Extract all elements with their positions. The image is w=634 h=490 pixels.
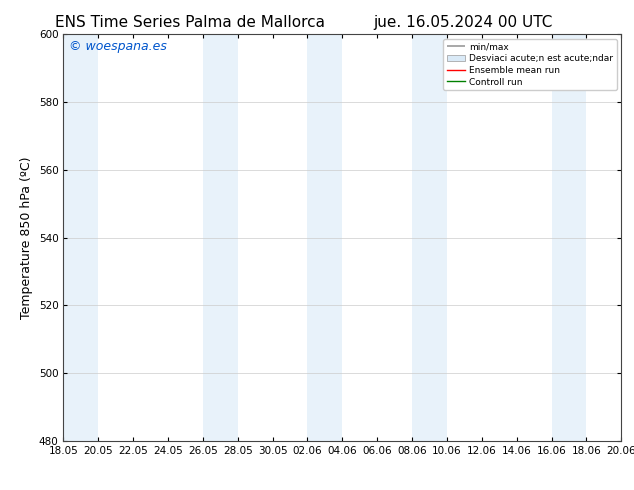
Y-axis label: Temperature 850 hPa (ºC): Temperature 850 hPa (ºC) [20,156,33,319]
Bar [552,34,586,441]
Bar [63,34,98,441]
Text: © woespana.es: © woespana.es [69,40,167,53]
Legend: min/max, Desviaci acute;n est acute;ndar, Ensemble mean run, Controll run: min/max, Desviaci acute;n est acute;ndar… [443,39,617,90]
Bar [307,34,342,441]
Text: ENS Time Series Palma de Mallorca: ENS Time Series Palma de Mallorca [55,15,325,30]
Text: jue. 16.05.2024 00 UTC: jue. 16.05.2024 00 UTC [373,15,552,30]
Bar [412,34,447,441]
Bar [203,34,238,441]
